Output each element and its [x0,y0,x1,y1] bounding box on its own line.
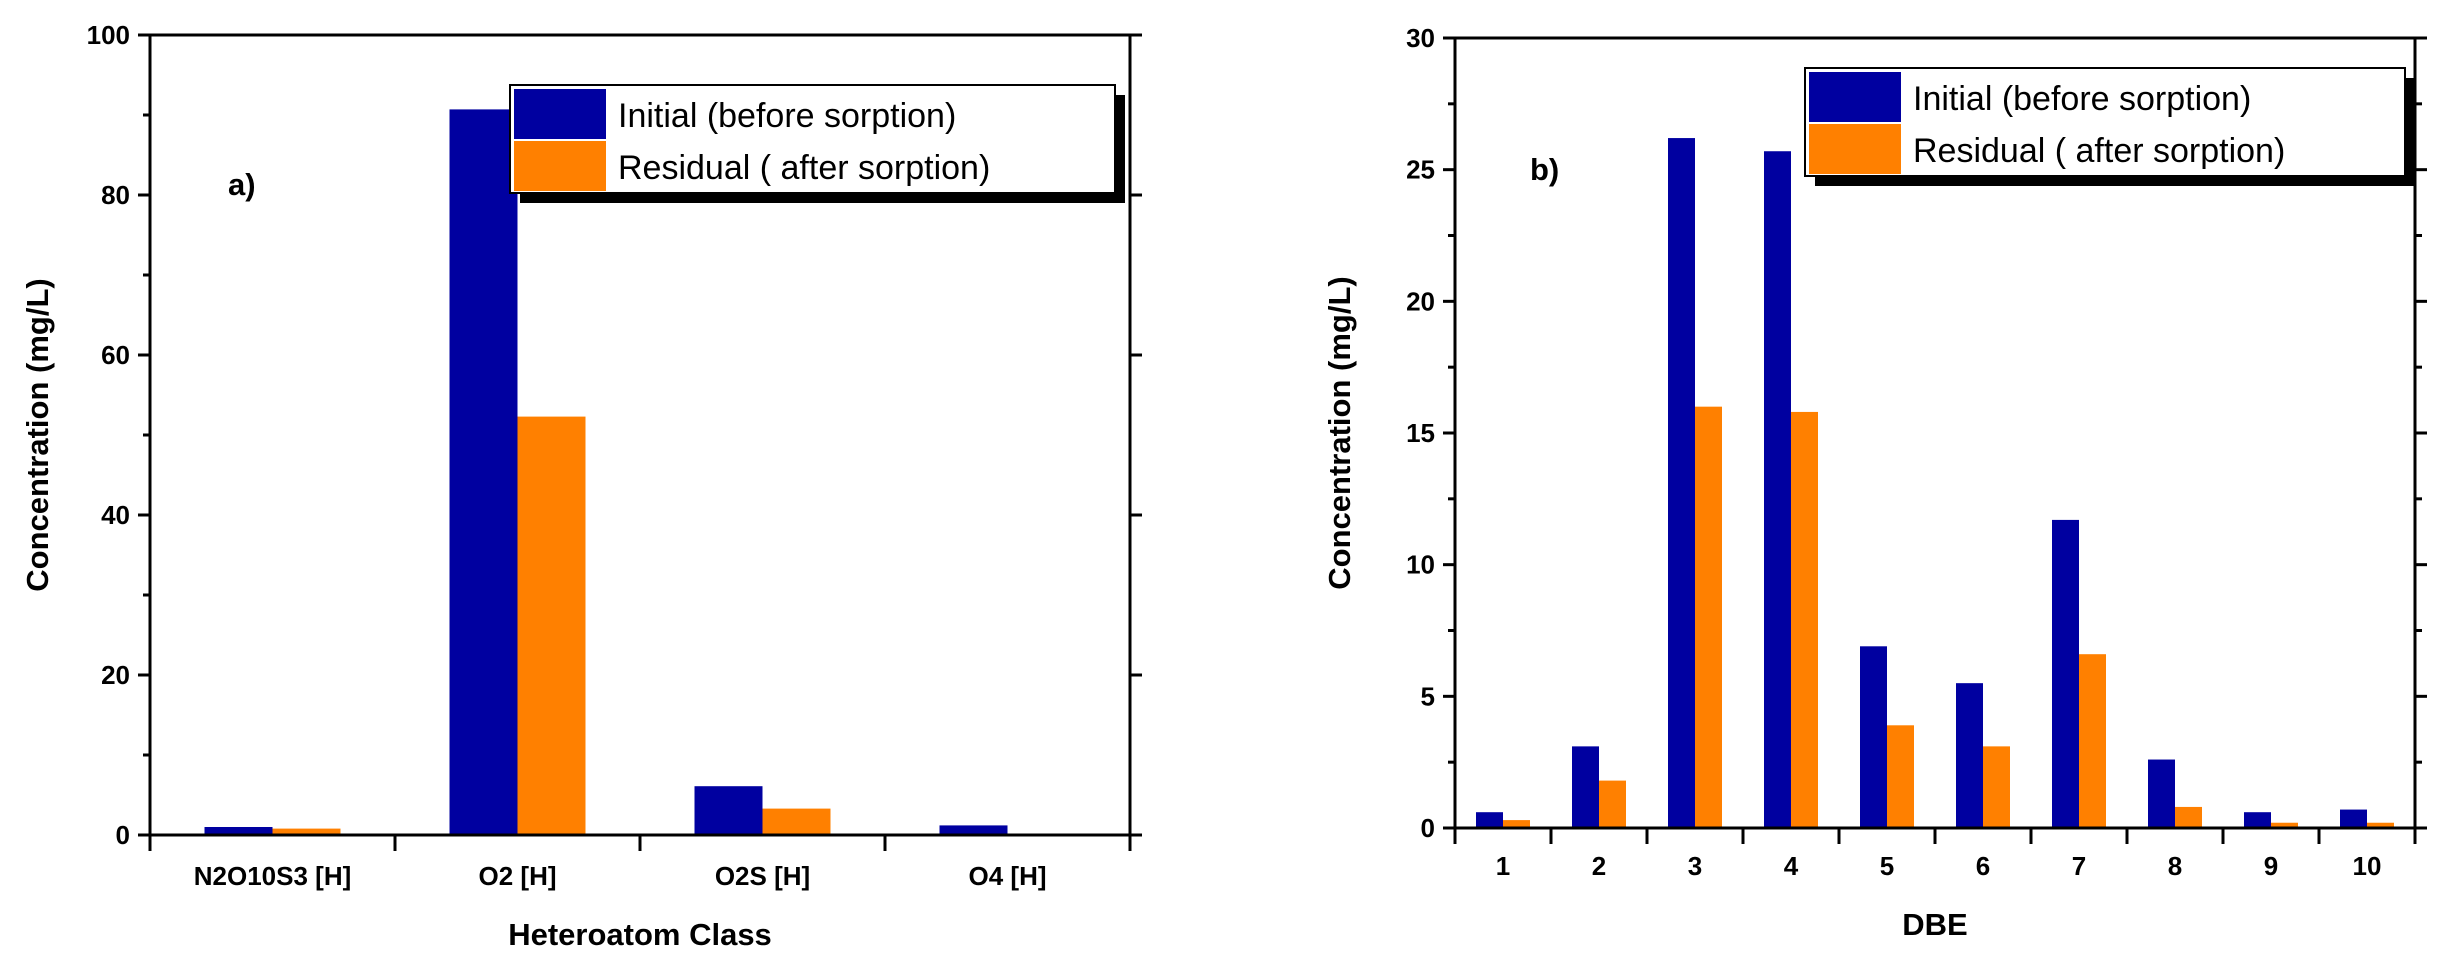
legend-label-residual: Residual ( after sorption) [1913,132,2285,170]
x-tick-label: O2S [H] [715,861,810,891]
bar-residual-5 [1887,725,1914,828]
x-axis-title: DBE [1902,907,1967,942]
y-axis-title: Concentration (mg/L) [1322,276,1357,589]
legend-swatch-residual [1809,124,1901,174]
bar-initial-9 [2244,812,2271,828]
bar-initial-2 [1572,746,1599,828]
bar-residual-8 [2175,806,2202,828]
bar-initial-5 [1860,646,1887,828]
bar-residual-3 [762,808,831,835]
bar-initial-6 [1956,683,1983,828]
legend-swatch-initial [1809,72,1901,122]
bar-initial-8 [2148,759,2175,828]
y-tick-label: 20 [101,660,130,690]
legend: Initial (before sorption) Residual ( afte… [1804,67,2415,186]
bar-residual-3 [1695,406,1722,828]
x-tick-label: 3 [1688,851,1702,881]
chart-panel-b: 0 5 10 15 20 25 30 1 2 3 4 5 6 7 8 9 10 DBE Concentration … [1322,23,2427,942]
y-tick-label: 40 [101,500,130,530]
y-axis-title: Concentration (mg/L) [20,278,55,591]
bar-initial-7 [2052,519,2079,828]
x-tick-label: O4 [H] [969,861,1047,891]
y-tick-label: 15 [1406,418,1435,448]
bar-initial-3 [694,786,763,835]
legend-box [1804,67,2406,177]
y-tick-label: 10 [1406,550,1435,580]
bar-residual-1 [272,828,341,835]
y-tick-label: 5 [1421,681,1435,711]
x-tick-label: O2 [H] [479,861,557,891]
bar-initial-4 [1764,151,1791,828]
bar-residual-1 [1503,820,1530,828]
legend-label-residual: Residual ( after sorption) [618,149,990,187]
y-tick-label: 25 [1406,155,1435,185]
legend-label-initial: Initial (before sorption) [618,97,956,135]
bar-residual-2 [517,416,586,835]
bar-initial-3 [1668,138,1695,829]
x-tick-label: 4 [1784,851,1799,881]
bar-initial-2 [449,109,518,835]
x-tick-label: 10 [2353,851,2382,881]
y-tick-label: 100 [87,20,130,50]
x-tick-label: 7 [2072,851,2086,881]
y-tick-label: 20 [1406,286,1435,316]
x-axis-title: Heteroatom Class [508,917,772,952]
x-tick-label: 5 [1880,851,1894,881]
x-tick-label: 9 [2264,851,2278,881]
bar-residual-4 [1791,411,1818,828]
legend: Initial (before sorption) Residual ( afte… [509,84,1125,203]
bar-residual-10 [2367,822,2394,828]
x-tick-label: 8 [2168,851,2182,881]
legend-label-initial: Initial (before sorption) [1913,80,2251,118]
chart-panel-a: 0 20 40 60 80 100 N2O10S3 [H] O2 [H] O2S [H] O4 [… [20,20,1142,952]
legend-swatch-initial [514,89,606,139]
bar-initial-1 [204,827,273,835]
legend-swatch-residual [514,141,606,191]
x-tick-label: 1 [1496,851,1510,881]
panel-label: a) [228,167,256,202]
y-tick-label: 30 [1406,23,1435,53]
bar-initial-1 [1476,812,1503,828]
bar-residual-2 [1599,780,1626,828]
y-tick-label: 0 [116,820,130,850]
y-tick-label: 0 [1421,813,1435,843]
panel-label: b) [1530,152,1559,187]
x-tick-label: N2O10S3 [H] [194,861,352,891]
y-tick-label: 80 [101,180,130,210]
x-tick-label: 2 [1592,851,1606,881]
bar-initial-10 [2340,809,2367,828]
bar-residual-9 [2271,822,2298,828]
bar-residual-6 [1983,746,2010,828]
bar-residual-7 [2079,654,2106,828]
bar-initial-4 [939,825,1008,835]
y-tick-label: 60 [101,340,130,370]
legend-box [509,84,1116,194]
x-tick-label: 6 [1976,851,1990,881]
